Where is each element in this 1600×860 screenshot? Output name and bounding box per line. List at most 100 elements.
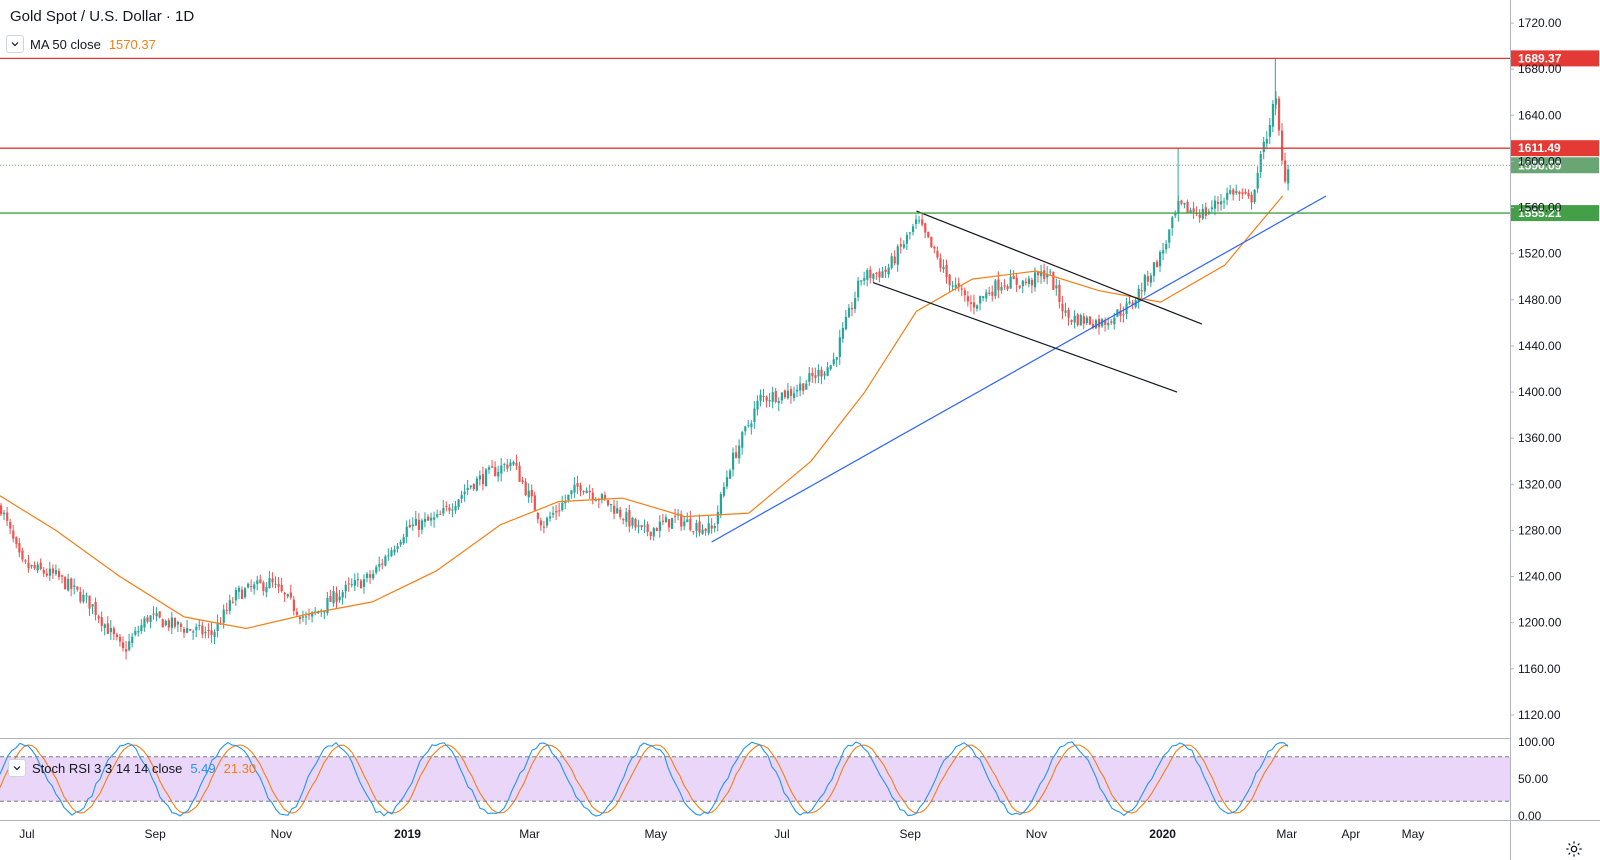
candle-body: [655, 527, 658, 532]
candle-body: [780, 392, 783, 401]
candle-body: [738, 445, 741, 459]
candle-body: [24, 560, 27, 562]
candle-body: [82, 594, 85, 602]
candle-body: [94, 602, 97, 615]
ma-legend-label: MA 50 close: [30, 36, 101, 52]
candle-body: [372, 573, 375, 579]
candle-body: [445, 505, 448, 507]
candle-body: [1094, 320, 1098, 329]
candle-body: [1238, 191, 1241, 195]
collapse-legend-button[interactable]: [6, 35, 24, 53]
stoch-d-value: 21.30: [223, 760, 257, 776]
candle-body: [231, 601, 234, 603]
collapse-stoch-button[interactable]: [8, 759, 26, 777]
candle-body: [234, 589, 238, 601]
candle-body: [570, 490, 573, 495]
candle-body: [841, 327, 844, 339]
candle-body: [1131, 302, 1134, 306]
candle-body: [509, 462, 512, 467]
candle-body: [884, 269, 887, 273]
candle-body: [741, 431, 744, 448]
candle-body: [1110, 321, 1113, 323]
candle-body: [750, 423, 753, 428]
candle-body: [838, 337, 841, 358]
candle-body: [908, 232, 912, 234]
candle-body: [686, 519, 689, 523]
candle-body: [997, 279, 1000, 291]
candle-body: [1143, 275, 1146, 292]
candle-body: [728, 470, 732, 479]
candle-body: [399, 541, 402, 545]
stoch-tick-label: 0.00: [1518, 809, 1542, 823]
candle-body: [982, 296, 985, 298]
candle-body: [817, 369, 820, 377]
candle-body: [1287, 169, 1290, 184]
candle-body: [1024, 281, 1027, 284]
candle-body: [860, 280, 863, 282]
candle-body: [30, 565, 33, 567]
candle-body: [61, 575, 64, 577]
candle-body: [67, 578, 70, 591]
price-tick-label: 1440.00: [1518, 339, 1562, 353]
candle-body: [140, 625, 143, 632]
candle-body: [1000, 286, 1003, 291]
candle-body: [789, 389, 793, 396]
candle-body: [954, 284, 957, 288]
gear-icon[interactable]: [1565, 840, 1583, 858]
candle-body: [353, 580, 356, 586]
candle-body: [1168, 229, 1171, 243]
stoch-k-line: [0, 741, 1289, 817]
trendline-channel-top: [916, 210, 1203, 325]
candle-body: [76, 586, 79, 590]
price-tick-label: 1280.00: [1518, 523, 1562, 537]
level-price-tag: [1511, 157, 1599, 174]
candle-body: [484, 469, 488, 487]
candle-body: [610, 504, 613, 506]
candle-body: [799, 383, 802, 391]
candle-body: [274, 583, 277, 585]
candle-body: [301, 616, 305, 618]
time-tick-label: 2020: [1149, 827, 1176, 841]
candle-body: [1274, 98, 1278, 105]
time-tick-label: Nov: [271, 827, 292, 841]
candle-body: [289, 592, 292, 598]
candle-body: [1250, 194, 1253, 203]
candle-body: [619, 509, 622, 517]
candle-body: [747, 425, 750, 427]
candle-body: [545, 517, 549, 526]
candle-body: [237, 587, 241, 592]
candle-body: [1006, 286, 1009, 290]
candle-body: [1159, 252, 1162, 267]
candle-body: [515, 462, 518, 466]
level-price-tag: [1511, 205, 1599, 222]
candle-body: [1253, 189, 1256, 203]
candle-body: [393, 549, 396, 553]
candle-body: [1012, 275, 1015, 280]
candle-body: [475, 478, 478, 491]
price-tick-label: 1360.00: [1518, 431, 1562, 445]
ma-legend-value: 1570.37: [108, 36, 156, 52]
candle-body: [698, 521, 701, 533]
candle-body: [54, 570, 58, 574]
candle-body: [847, 308, 851, 318]
candle-body: [911, 226, 915, 232]
candle-body: [137, 631, 140, 633]
candle-body: [1247, 192, 1250, 197]
candle-body: [497, 471, 500, 477]
candle-body: [332, 591, 335, 604]
candle-body: [692, 531, 695, 533]
time-tick-label: Sep: [900, 827, 922, 841]
candle-body: [1049, 271, 1052, 273]
candle-body: [100, 617, 103, 626]
candle-body: [12, 530, 15, 539]
ma-legend-row: MA 50 close 1570.37: [6, 32, 194, 56]
candle-body: [500, 465, 503, 474]
candle-body: [463, 491, 466, 495]
candle-body: [454, 505, 457, 511]
candle-body: [466, 487, 469, 490]
candle-body: [966, 296, 970, 302]
time-tick-label: Jul: [19, 827, 34, 841]
candle-body: [1226, 192, 1229, 200]
